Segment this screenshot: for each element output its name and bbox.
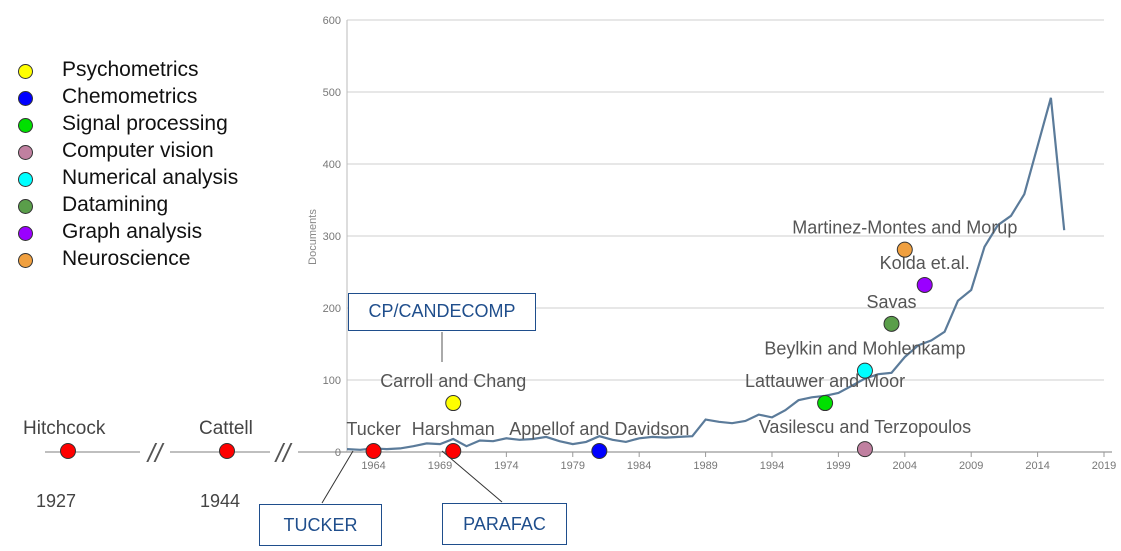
legend-label: Chemometrics (62, 85, 198, 108)
event-marker-martinez-montes-and-morup (896, 241, 913, 258)
parafac-box: PARAFAC (442, 503, 567, 545)
x-tick-label: 1984 (627, 460, 651, 472)
event-marker-lattauwer-and-moor (817, 395, 834, 412)
legend-marker-icon (18, 145, 33, 160)
legend-marker-icon (18, 226, 33, 241)
x-tick-label: 1964 (361, 460, 385, 472)
event-label-lattauwer-and-moor: Lattauwer and Moor (745, 371, 905, 391)
event-label-savas: Savas (866, 292, 916, 312)
year-label-1944: 1944 (200, 491, 241, 511)
x-tick-label: 1989 (693, 460, 717, 472)
cp-candecomp-box: CP/CANDECOMP (348, 293, 536, 331)
tucker-pointer-line (321, 450, 354, 504)
event-label-vasilescu-and-terzopoulos: Vasilescu and Terzopoulos (759, 417, 971, 437)
event-label-harshman: Harshman (412, 419, 495, 439)
chart-axes: Documents (307, 20, 348, 452)
event-marker-kolda-et-al (916, 276, 933, 293)
x-tick-label: 2014 (1025, 460, 1049, 472)
legend-label: Numerical analysis (62, 166, 239, 189)
grid-lines (347, 19, 1112, 453)
x-tick-label: 2019 (1092, 460, 1116, 472)
event-label-cattell: Cattell (199, 418, 253, 439)
event-marker-vasilescu-and-terzopoulos (856, 441, 873, 458)
x-tick-label: 1979 (561, 460, 585, 472)
y-tick-label: 0 (335, 447, 341, 459)
callout-pointers (321, 332, 503, 504)
y-tick-label: 400 (323, 159, 341, 171)
y-tick-label: 200 (323, 303, 341, 315)
y-tick-label: 500 (323, 87, 341, 99)
y-axis-label: Documents (307, 209, 319, 265)
legend-marker-icon (18, 118, 33, 133)
event-marker-appellof-and-davidson (591, 443, 608, 459)
event-marker-carroll-and-chang (445, 395, 462, 412)
x-tick-label: 2004 (893, 460, 917, 472)
legend-marker-icon (18, 64, 33, 79)
parafac-pointer-line (441, 450, 503, 503)
early-timeline: // // (45, 438, 347, 468)
event-markers: Tucker Harshman Carroll and Chang Appellof … (346, 218, 1017, 459)
legend-label: Datamining (62, 193, 169, 216)
legend-label: Signal processing (62, 112, 228, 135)
legend-label: Neuroscience (62, 247, 191, 270)
legend-marker-icon (18, 91, 33, 106)
legend-label: Computer vision (62, 139, 214, 162)
event-label-kolda-et-al: Kolda et.al. (880, 253, 970, 273)
event-label-hitchcock: Hitchcock (23, 418, 106, 439)
tucker-box: TUCKER (259, 504, 382, 546)
legend-marker-icon (18, 253, 33, 268)
event-label-beylkin-and-mohlenkamp: Beylkin and Mohlenkamp (764, 339, 965, 359)
event-marker-beylkin-and-mohlenkamp (856, 362, 873, 379)
event-marker-hitchcock (60, 443, 76, 459)
legend-marker-icon (18, 199, 33, 214)
x-tick-label: 1969 (428, 460, 452, 472)
y-tick-label: 600 (323, 15, 341, 27)
event-marker-savas (883, 315, 900, 332)
event-label-appellof-and-davidson: Appellof and Davidson (509, 419, 689, 439)
x-tick-label: 1999 (826, 460, 850, 472)
legend-label: Psychometrics (62, 58, 199, 81)
x-tick-label: 2009 (959, 460, 983, 472)
event-label-carroll-and-chang: Carroll and Chang (380, 371, 526, 391)
x-tick-label: 1974 (494, 460, 518, 472)
axis-break-mark: // (274, 438, 293, 468)
event-label-martinez-montes-and-morup: Martinez-Montes and Morup (792, 218, 1017, 238)
axis-break-mark: // (146, 438, 165, 468)
axis-ticks: 0 100 200 300 400 500 600 1964 1969 1974 1979 1984 1… (323, 15, 1117, 472)
documents-series-line (346, 97, 1066, 451)
year-label-1927: 1927 (36, 491, 77, 511)
event-marker-harshman (445, 443, 462, 459)
legend-marker-icon (18, 172, 33, 187)
y-tick-label: 100 (323, 375, 341, 387)
event-marker-cattell (219, 443, 235, 459)
x-tick-label: 1994 (760, 460, 784, 472)
event-label-tucker: Tucker (346, 419, 400, 439)
legend-label: Graph analysis (62, 220, 203, 243)
y-tick-label: 300 (323, 231, 341, 243)
event-marker-tucker (365, 443, 382, 459)
